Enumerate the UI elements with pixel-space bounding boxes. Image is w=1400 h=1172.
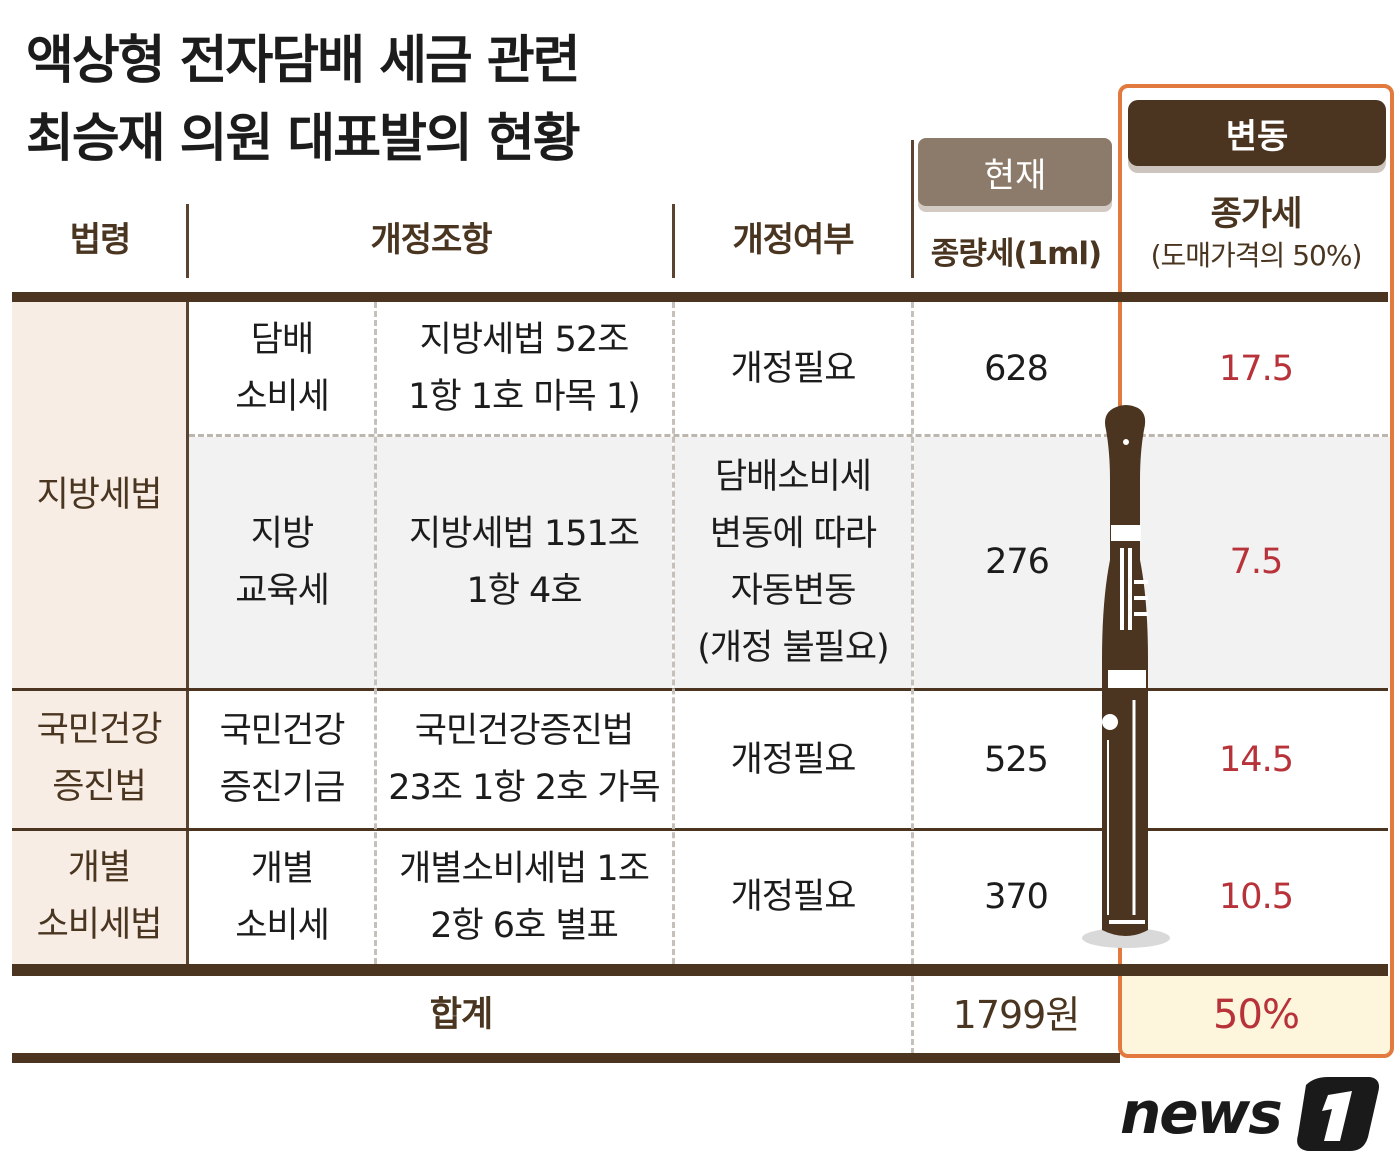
header-divider <box>672 204 675 278</box>
amend-cell: 담배소비세 변동에 따라 자동변동 (개정 불필요) <box>674 437 912 688</box>
change-value: 7.5 <box>1122 437 1390 688</box>
e-cigarette-icon <box>1082 405 1170 948</box>
clause-cell: 지방세법 52조 1항 1호 마목 1) <box>408 320 641 417</box>
header-amend: 개정여부 <box>732 220 854 260</box>
total-top-rule <box>12 964 1388 976</box>
header-divider <box>911 140 914 278</box>
header-law: 법령 <box>69 220 132 260</box>
row-divider <box>189 434 1388 437</box>
total-bottom-rule <box>12 1053 1120 1063</box>
total-current: 1799원 <box>952 992 1081 1037</box>
amend-cell: 개정필요 <box>730 877 857 917</box>
tax-cell: 개별 소비세 <box>235 848 330 946</box>
header-change-sub: (도매가격의 50%) <box>1150 239 1363 272</box>
header-current: 종량세(1ml) <box>930 236 1102 272</box>
column-divider <box>374 302 377 964</box>
clause-cell: 국민건강증진법 23조 1항 2호 가목 <box>388 711 660 808</box>
title-line-2: 최승재 의원 대표발의 현황 <box>26 109 581 169</box>
tax-cell: 국민건강 증진기금 <box>219 711 346 808</box>
column-divider <box>672 302 675 964</box>
law-cell: 국민건강 증진법 <box>12 690 186 828</box>
amend-cell: 개정필요 <box>730 739 857 780</box>
change-value: 14.5 <box>1219 739 1294 780</box>
tax-cell: 담배 소비세 <box>235 320 330 417</box>
news1-logo-icon: news <box>1120 1077 1379 1151</box>
law-cell: 지방세법 <box>12 302 186 688</box>
current-badge: 현재 <box>918 138 1112 206</box>
change-value: 10.5 <box>1219 877 1294 917</box>
total-change-highlight <box>1121 976 1391 1055</box>
header-change: 종가세 <box>1210 194 1303 234</box>
current-value: 370 <box>984 877 1049 917</box>
row-divider <box>12 688 1388 691</box>
current-value: 525 <box>984 739 1049 780</box>
title-line-1: 액상형 전자담배 세금 관련 <box>26 31 581 91</box>
clause-cell: 개별소비세법 1조 2항 6호 별표 <box>399 848 650 946</box>
column-divider <box>911 302 914 1054</box>
current-value: 276 <box>914 437 1120 688</box>
clause-cell: 지방세법 151조 1항 4호 <box>376 437 672 688</box>
total-label: 합계 <box>429 994 493 1035</box>
row-divider <box>12 828 1388 831</box>
current-value: 628 <box>984 348 1049 389</box>
svg-text:news: news <box>1120 1079 1281 1147</box>
tax-cell: 지방 교육세 <box>189 437 375 688</box>
change-value: 17.5 <box>1219 348 1294 389</box>
change-badge: 변동 <box>1128 100 1386 166</box>
header-divider <box>186 204 189 278</box>
total-change: 50% <box>1213 991 1300 1038</box>
header-rule <box>12 292 1388 302</box>
news1-logo: news <box>1118 1075 1383 1155</box>
page-title: 액상형 전자담배 세금 관련 최승재 의원 대표발의 현황 <box>26 22 581 178</box>
law-column-divider <box>186 302 189 964</box>
header-clause: 개정조항 <box>370 220 492 260</box>
law-cell: 개별 소비세법 <box>12 830 186 964</box>
amend-cell: 개정필요 <box>730 348 857 389</box>
